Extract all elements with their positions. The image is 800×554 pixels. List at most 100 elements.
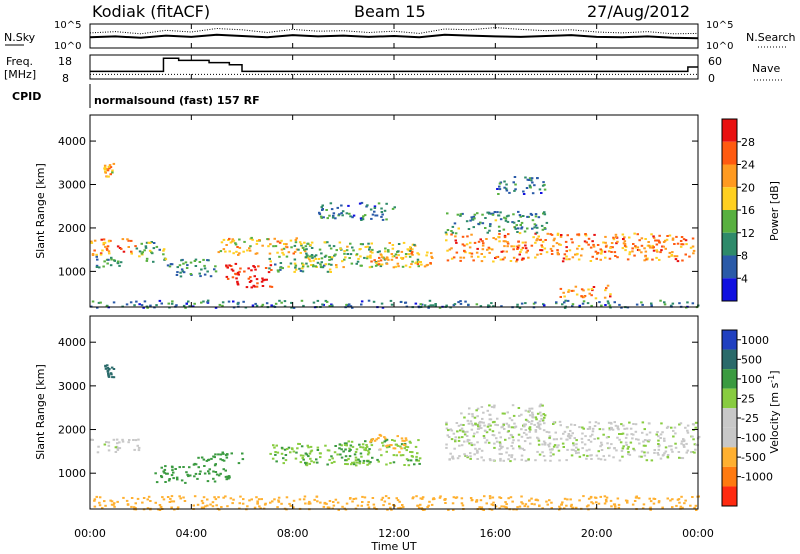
scatter-cell	[168, 478, 171, 480]
scatter-cell	[385, 262, 389, 265]
scatter-cell	[562, 432, 565, 435]
scatter-cell	[282, 457, 285, 460]
scatter-cell	[649, 506, 652, 509]
scatter-cell	[134, 507, 137, 509]
scatter-cell	[100, 238, 103, 241]
scatter-cell	[610, 505, 613, 508]
scatter-cell	[342, 450, 345, 453]
scatter-cell	[361, 216, 364, 219]
scatter-cell	[213, 496, 216, 499]
scatter-cell	[467, 412, 471, 415]
scatter-cell	[486, 248, 489, 251]
station-title: Kodiak (fitACF)	[92, 2, 210, 21]
scatter-cell	[589, 260, 593, 262]
scatter-cell	[229, 497, 233, 500]
scatter-cell	[396, 435, 399, 438]
scatter-cell	[642, 503, 646, 506]
scatter-cell	[537, 235, 540, 238]
scatter-cell	[270, 285, 274, 288]
scatter-cell	[596, 437, 600, 440]
scatter-cell	[518, 445, 521, 448]
scatter-cell	[351, 246, 354, 249]
scatter-cell	[484, 441, 487, 444]
scatter-cell	[548, 435, 552, 438]
scatter-cell	[599, 258, 602, 261]
scatter-cell	[670, 448, 673, 451]
scatter-cell	[538, 453, 542, 456]
scatter-cell	[222, 452, 225, 455]
scatter-cell	[471, 413, 474, 416]
scatter-cell	[231, 269, 235, 272]
scatter-cell	[498, 240, 501, 243]
scatter-cell	[692, 252, 695, 255]
scatter-cell	[143, 300, 147, 303]
scatter-cell	[645, 459, 649, 462]
scatter-cell	[242, 250, 245, 253]
scatter-cell	[608, 446, 611, 449]
scatter-cell	[672, 429, 675, 432]
scatter-cell	[256, 282, 259, 285]
scatter-cell	[491, 496, 495, 499]
scatter-region-8	[293, 241, 421, 269]
scatter-cell	[458, 444, 461, 447]
scatter-cell	[565, 258, 568, 261]
scatter-cell	[384, 257, 388, 260]
scatter-cell	[163, 471, 166, 474]
scatter-cell	[600, 250, 603, 253]
scatter-cell	[452, 508, 455, 511]
scatter-cell	[656, 452, 659, 454]
scatter-cell	[505, 250, 508, 253]
scatter-cell	[542, 212, 545, 215]
scatter-cell	[224, 469, 227, 472]
scatter-cell	[460, 412, 463, 415]
scatter-cell	[140, 242, 143, 245]
scatter-cell	[187, 300, 190, 303]
scatter-cell	[657, 239, 660, 242]
scatter-cell	[405, 449, 408, 452]
scatter-cell	[232, 252, 235, 255]
scatter-cell	[557, 449, 561, 452]
colorbar-swatch	[722, 141, 737, 165]
scatter-cell	[291, 448, 294, 451]
scatter-cell	[620, 423, 623, 426]
scatter-cell	[650, 304, 653, 307]
scatter-cell	[524, 418, 528, 421]
scatter-cell	[550, 253, 554, 255]
scatter-cell	[686, 429, 689, 432]
scatter-cell	[633, 254, 636, 257]
scatter-cell	[202, 300, 205, 303]
scatter-cell	[457, 436, 461, 439]
scatter-cell	[184, 306, 187, 309]
scatter-cell	[111, 376, 114, 379]
scatter-cell	[488, 404, 491, 407]
scatter-cell	[379, 253, 383, 256]
freq-tick-bottom: 8	[62, 72, 69, 85]
scatter-cell	[367, 501, 370, 504]
scatter-cell	[463, 440, 466, 443]
scatter-cell	[259, 507, 262, 510]
scatter-cell	[578, 304, 581, 307]
scatter-cell	[478, 425, 481, 428]
scatter-cell	[170, 500, 173, 503]
scatter-cell	[189, 261, 193, 264]
scatter-cell	[307, 502, 311, 505]
scatter-cell	[410, 455, 414, 457]
scatter-cell	[362, 215, 365, 218]
scatter-cell	[272, 245, 275, 248]
colorbar-swatch	[722, 278, 737, 301]
scatter-cell	[476, 450, 479, 453]
scatter-cell	[541, 419, 545, 422]
scatter-cell	[542, 413, 545, 416]
scatter-cell	[488, 212, 491, 215]
scatter-cell	[105, 441, 108, 443]
scatter-cell	[237, 462, 241, 465]
scatter-cell	[299, 461, 303, 464]
scatter-cell	[444, 231, 448, 234]
scatter-cell	[609, 246, 612, 249]
scatter-cell	[186, 473, 189, 476]
scatter-cell	[648, 431, 652, 434]
scatter-cell	[329, 271, 332, 273]
scatter-cell	[109, 264, 113, 267]
scatter-cell	[136, 444, 139, 447]
scatter-cell	[652, 235, 655, 238]
